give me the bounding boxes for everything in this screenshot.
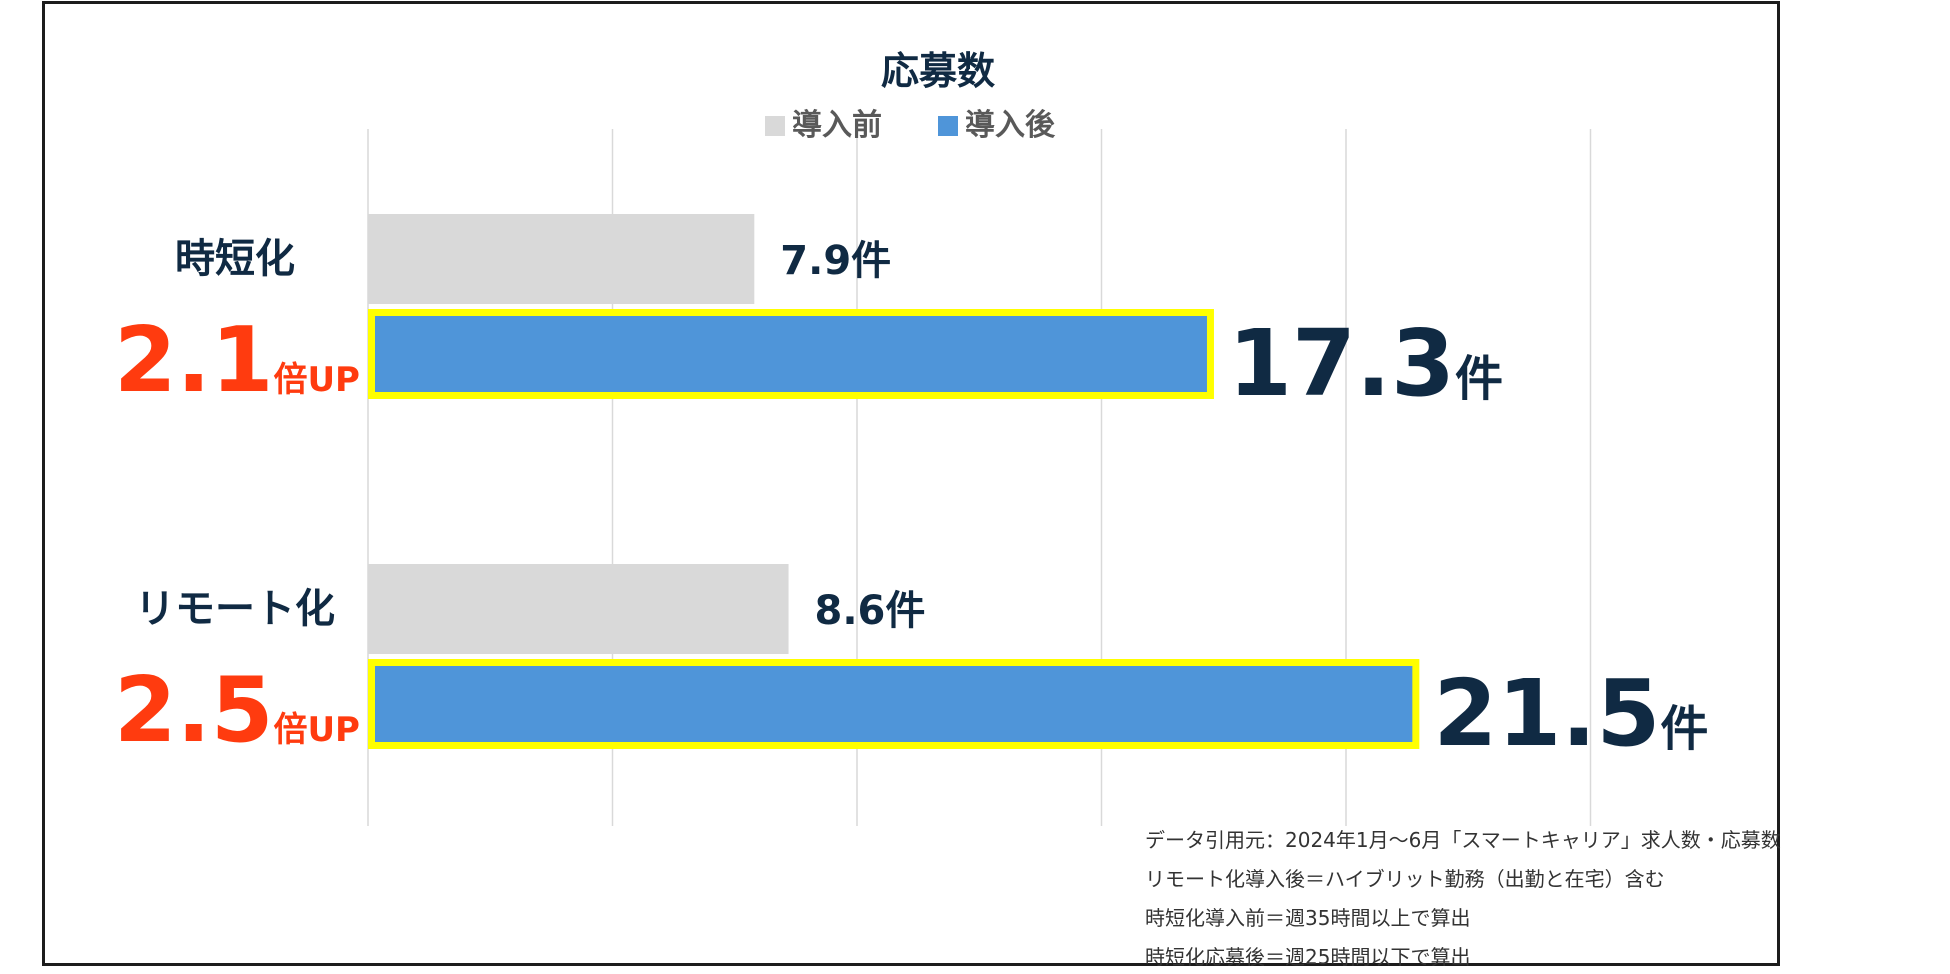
value-label-before-1: 8.6件: [815, 588, 926, 634]
value-label-after-number-1: 21.5: [1433, 660, 1660, 767]
bar-after-1: [368, 659, 1420, 749]
bar-before-1: [368, 564, 789, 654]
legend-label-before: 導入前: [792, 108, 882, 143]
ratio-unit-0: 倍UP: [273, 360, 360, 400]
ratio-number-1: 2.5: [114, 658, 273, 763]
bar-after-0: [368, 309, 1214, 399]
note-shorthours-after: 時短化応募後＝週25時間以下で算出: [1145, 945, 1471, 969]
ratio-number-0: 2.1: [114, 308, 273, 413]
note-shorthours-before: 時短化導入前＝週35時間以上で算出: [1145, 906, 1471, 930]
legend: 導入前 導入後: [765, 108, 1056, 143]
legend-swatch-after: [938, 116, 958, 136]
chart-title: 応募数: [881, 49, 995, 93]
chart-frame: 応募数 導入前 導入後 7.9件 17.3件 時短化 2.1倍UP 8.6件 21.5件リ…: [42, 1, 1781, 969]
value-label-after-0: 17.3件: [1228, 310, 1503, 417]
value-label-before-0: 7.9件: [780, 238, 891, 284]
category-label-0: 時短化: [175, 236, 295, 282]
bar-chart: 応募数 導入前 導入後 7.9件17.3件時短化2.1倍UP8.6件21.5件リ…: [114, 49, 1708, 826]
value-label-after-unit-1: 件: [1660, 701, 1708, 757]
value-label-after-1: 21.5件: [1433, 660, 1708, 767]
category-label-1: リモート化: [135, 586, 335, 632]
legend-swatch-before: [765, 116, 785, 136]
bars: [368, 214, 1420, 749]
note-source: データ引用元：2024年1月〜6月「スマートキャリア」求人数・応募数: [1145, 828, 1781, 852]
ratio-label-1: 2.5倍UP: [114, 658, 360, 763]
note-remote-definition: リモート化導入後＝ハイブリット勤務（出勤と在宅）含む: [1145, 867, 1665, 891]
legend-label-after: 導入後: [965, 108, 1056, 143]
ratio-unit-1: 倍UP: [273, 710, 360, 750]
ratio-label-0: 2.1倍UP: [114, 308, 360, 413]
value-label-after-unit-0: 件: [1455, 351, 1503, 407]
value-label-after-number-0: 17.3: [1228, 310, 1455, 417]
bar-before-0: [368, 214, 755, 304]
